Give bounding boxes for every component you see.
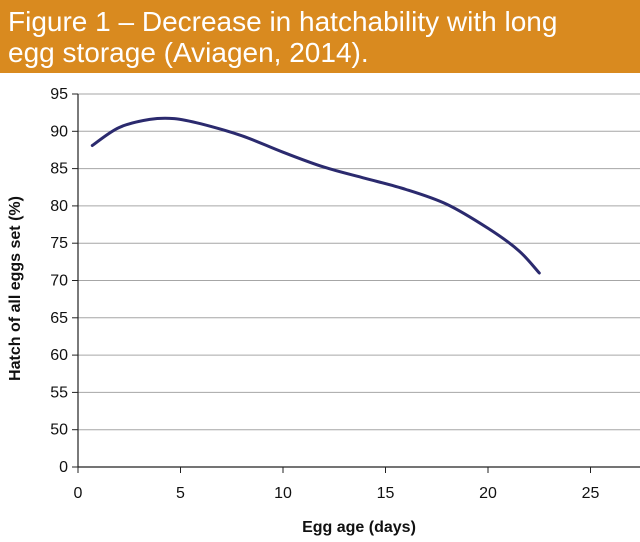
- chart-title-banner: Figure 1 – Decrease in hatchability with…: [0, 0, 640, 73]
- y-tick-label: 60: [50, 347, 68, 364]
- tick-label-layer: 0 50 55 60 65 70 75 80 85 90 95 0 5 10 15 20 25: [50, 86, 599, 502]
- x-tick-label: 20: [479, 485, 497, 502]
- x-tick-label: 25: [582, 485, 600, 502]
- y-tick-label: 70: [50, 273, 68, 290]
- x-tick-label: 15: [377, 485, 395, 502]
- y-tick-label: 0: [59, 459, 68, 476]
- y-tick-label: 55: [50, 384, 68, 401]
- y-tick-label: 75: [50, 235, 68, 252]
- x-tick-label: 0: [74, 485, 83, 502]
- x-tick-label: 5: [176, 485, 185, 502]
- y-tick-label: 90: [50, 123, 68, 140]
- hatchability-series-line: [90, 116, 541, 275]
- y-tick-label: 95: [50, 86, 68, 103]
- y-tick-label: 50: [50, 422, 68, 439]
- y-tick-label: 85: [50, 161, 68, 178]
- x-axis-title: Egg age (days): [302, 519, 416, 536]
- x-tick-label: 10: [274, 485, 292, 502]
- chart-title-line-1: Figure 1 – Decrease in hatchability with…: [8, 6, 558, 37]
- y-tick-label: 80: [50, 198, 68, 215]
- chart-title-line-2: egg storage (Aviagen, 2014).: [8, 37, 369, 68]
- axis-layer: [72, 93, 640, 473]
- grid-layer: [78, 93, 640, 431]
- series-layer: [90, 116, 541, 275]
- y-axis-title: Hatch of all eggs set (%): [7, 196, 24, 381]
- y-tick-label: 65: [50, 310, 68, 327]
